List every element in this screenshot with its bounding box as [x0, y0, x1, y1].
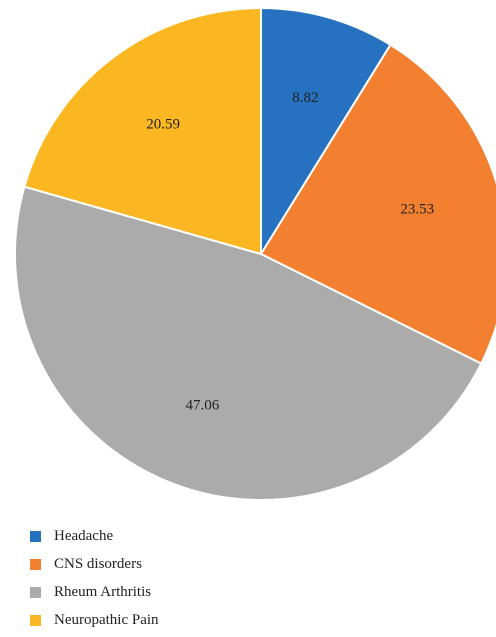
data-label-rheum-arthritis: 47.06 [186, 397, 220, 413]
legend-swatch-headache [30, 530, 41, 542]
legend-item-neuropathic-pain: Neuropathic Pain [30, 606, 159, 634]
legend-label-headache: Headache [54, 527, 114, 544]
pie-chart: 8.82 23.53 47.06 20.59 [14, 6, 496, 502]
legend-label-cns-disorders: CNS disorders [54, 555, 142, 572]
legend-swatch-neuropathic-pain [30, 614, 41, 626]
data-label-neuropathic-pain: 20.59 [146, 116, 180, 132]
legend-swatch-rheum-arthritis [30, 586, 41, 598]
legend-label-rheum-arthritis: Rheum Arthritis [54, 583, 152, 600]
legend-item-rheum-arthritis: Rheum Arthritis [30, 578, 159, 606]
pie-slice-headache [260, 6, 392, 258]
data-label-headache: 8.82 [292, 90, 318, 106]
legend-item-cns-disorders: CNS disorders [30, 550, 159, 578]
legend-label-neuropathic-pain: Neuropathic Pain [54, 611, 159, 628]
pie-slice-neuropathic-pain [23, 6, 262, 256]
legend: Headache CNS disorders Rheum Arthritis N… [30, 522, 159, 634]
legend-item-headache: Headache [30, 522, 159, 550]
pie-slice-cns-disorders [259, 43, 496, 365]
pie-slice-rheum-arthritis [14, 185, 483, 502]
data-label-cns-disorders: 23.53 [400, 202, 434, 218]
legend-swatch-cns-disorders [30, 558, 41, 570]
